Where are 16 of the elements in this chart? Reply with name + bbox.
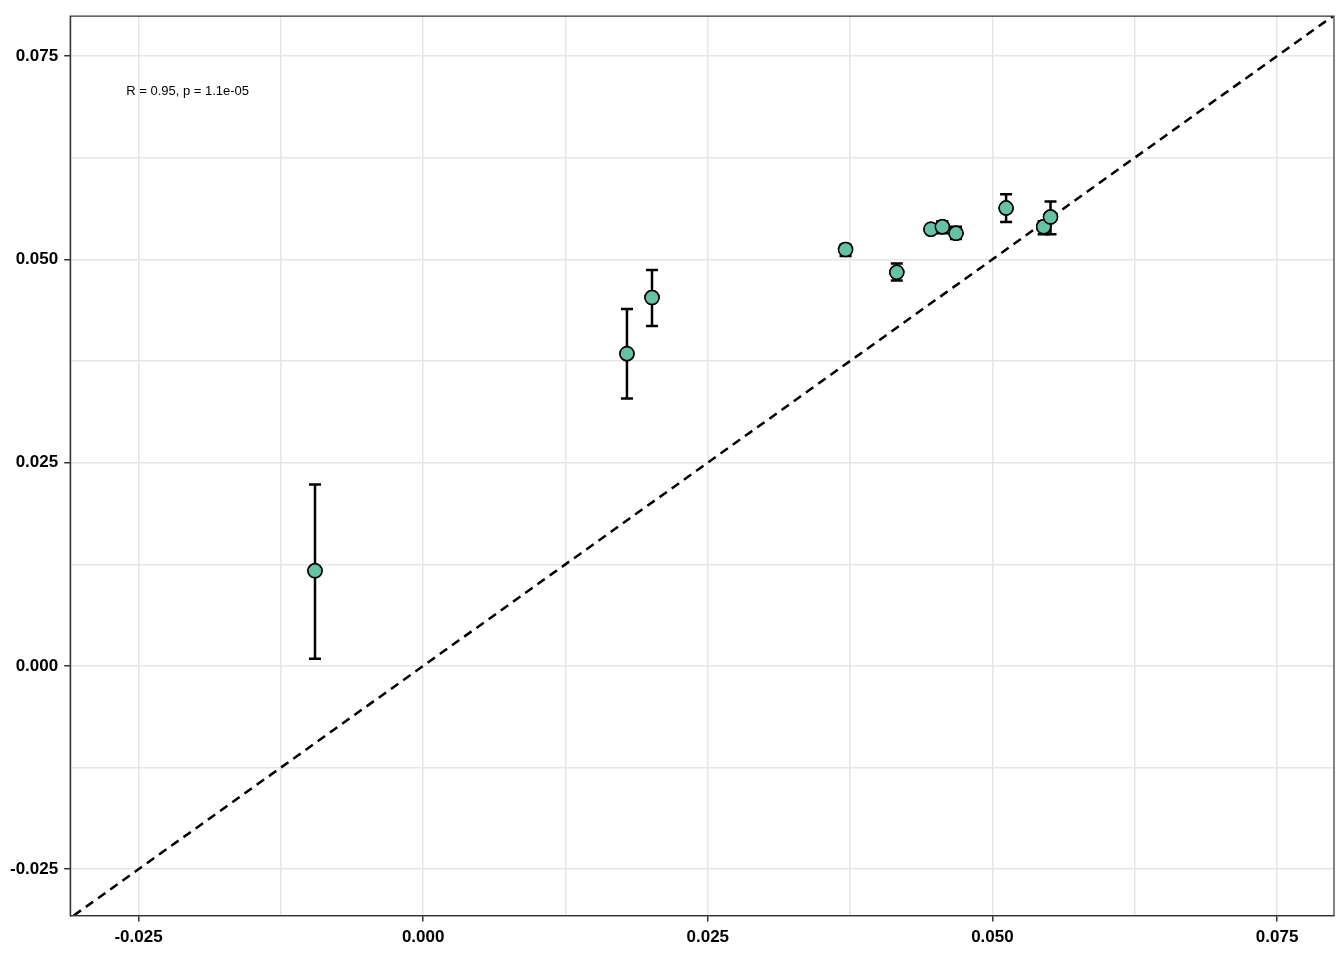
point: [307, 563, 323, 579]
y-tick-label: 0.025: [15, 452, 59, 472]
x-tick-label: 0.025: [686, 927, 730, 947]
point: [619, 345, 635, 362]
y-tick-label: 0.000: [15, 655, 59, 675]
y-tick-label: 0.050: [15, 249, 59, 269]
y-tick-label: -0.025: [10, 858, 59, 878]
x-tick-label: 0.000: [401, 927, 445, 947]
x-tick-label: -0.025: [114, 927, 163, 947]
point: [1042, 209, 1059, 225]
annotation: R = 0.95, p = 1.1e-05: [126, 82, 250, 98]
x-tick-label: 0.075: [1255, 927, 1299, 947]
y-tick-label: 0.075: [15, 45, 59, 65]
x-tick-label: 0.050: [971, 927, 1014, 947]
point: [998, 200, 1014, 216]
point: [644, 289, 660, 306]
